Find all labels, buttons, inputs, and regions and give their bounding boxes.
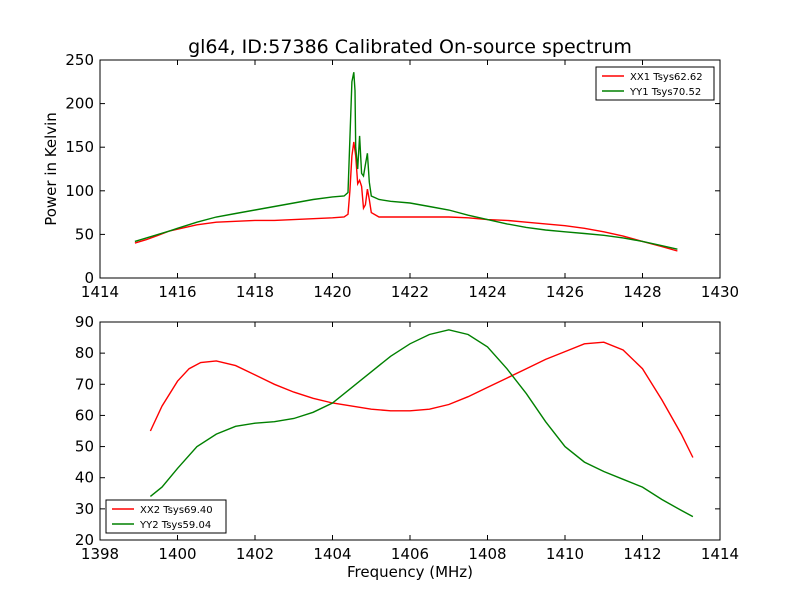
y-tick-label: 60	[75, 406, 94, 424]
y-tick-label: 150	[65, 138, 94, 156]
x-tick-label: 1410	[546, 545, 584, 563]
y-tick-label: 0	[84, 269, 94, 287]
x-tick-label: 1420	[313, 283, 351, 301]
legend-label: YY2 Tsys59.04	[139, 520, 211, 531]
y-axis-label: Power in Kelvin	[42, 112, 60, 226]
x-tick-label: 1430	[701, 283, 739, 301]
series-line-1	[134, 141, 678, 252]
y-tick-label: 50	[75, 225, 94, 243]
y-tick-label: 250	[65, 51, 94, 69]
y-tick-label: 40	[75, 469, 94, 487]
x-axis-label: Frequency (MHz)	[347, 563, 473, 581]
x-tick-label: 1418	[236, 283, 274, 301]
top-spectrum-panel: 1414 1416 1418 1420 1422 1424 1426 1428 1430 0 50 1…	[42, 51, 739, 301]
legend-label: YY1 Tsys70.52	[629, 87, 701, 98]
x-tick-label: 1426	[546, 283, 584, 301]
x-tick-label: 1400	[158, 545, 196, 563]
x-tick-label: 1414	[81, 283, 119, 301]
x-tick-label: 1424	[468, 283, 506, 301]
x-tick-label: 1428	[623, 283, 661, 301]
y-tick-label: 100	[65, 182, 94, 200]
legend-box	[105, 499, 227, 534]
series-line-2	[149, 329, 694, 518]
series-line-1	[149, 341, 694, 458]
y-tick-label: 80	[75, 344, 94, 362]
legend: XX2 Tsys69.40 YY2 Tsys59.04	[105, 499, 227, 534]
x-tick-label: 1404	[313, 545, 351, 563]
figure-title: gl64, ID:57386 Calibrated On-source spec…	[188, 36, 632, 58]
series-line-2	[134, 72, 678, 250]
legend-label: XX2 Tsys69.40	[140, 505, 213, 516]
x-tick-label: 1416	[158, 283, 196, 301]
bottom-spectrum-panel: 1398 1400 1402 1404 1406 1408 1410 1412 1414 20 30…	[75, 313, 739, 581]
x-tick-label: 1412	[623, 545, 661, 563]
y-tick-label: 200	[65, 95, 94, 113]
y-tick-label: 70	[75, 375, 94, 393]
x-tick-label: 1414	[701, 545, 739, 563]
legend-box	[595, 66, 715, 101]
x-tick-label: 1398	[81, 545, 119, 563]
x-tick-label: 1408	[468, 545, 506, 563]
legend: XX1 Tsys62.62 YY1 Tsys70.52	[595, 66, 715, 101]
y-tick-label: 90	[75, 313, 94, 331]
x-tick-label: 1406	[391, 545, 429, 563]
y-tick-label: 50	[75, 438, 94, 456]
x-tick-label: 1402	[236, 545, 274, 563]
x-tick-label: 1422	[391, 283, 429, 301]
y-tick-label: 20	[75, 531, 94, 549]
y-tick-label: 30	[75, 500, 94, 518]
legend-label: XX1 Tsys62.62	[630, 72, 703, 83]
